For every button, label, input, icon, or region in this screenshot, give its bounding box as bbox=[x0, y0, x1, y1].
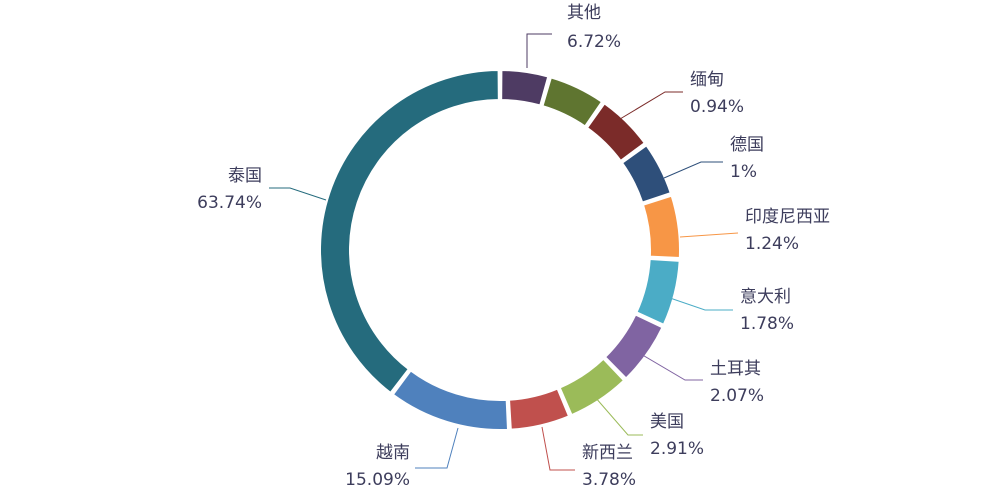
donut-slice-1 bbox=[541, 76, 604, 128]
donut-slice-3 bbox=[620, 143, 673, 204]
slice-category-label-9: 泰国 bbox=[228, 166, 262, 186]
slice-category-label-2: 德国 bbox=[730, 135, 764, 155]
leader-line-4 bbox=[669, 297, 733, 311]
slice-value-label-0: 6.72% bbox=[567, 32, 621, 52]
slice-category-label-6: 美国 bbox=[650, 412, 684, 432]
slice-category-label-5: 土耳其 bbox=[710, 359, 761, 379]
leader-line-9 bbox=[269, 187, 327, 201]
leader-line-8 bbox=[415, 427, 459, 469]
donut-slice-10 bbox=[319, 68, 500, 395]
slice-category-label-4: 意大利 bbox=[740, 287, 791, 307]
leader-line-1 bbox=[619, 91, 683, 120]
slice-value-label-5: 2.07% bbox=[710, 386, 764, 406]
donut-slice-0 bbox=[500, 68, 550, 107]
donut-slice-8 bbox=[507, 387, 571, 431]
slice-value-label-1: 0.94% bbox=[690, 97, 744, 117]
leader-line-2 bbox=[663, 161, 723, 179]
slice-category-label-3: 印度尼西亚 bbox=[745, 207, 830, 227]
donut-slice-5 bbox=[635, 257, 681, 327]
slice-category-label-8: 越南 bbox=[376, 443, 410, 463]
slice-category-label-1: 缅甸 bbox=[690, 70, 724, 90]
donut-slice-7 bbox=[558, 357, 626, 417]
slice-category-label-0: 其他 bbox=[567, 3, 601, 23]
slice-value-label-6: 2.91% bbox=[650, 439, 704, 459]
leader-line-7 bbox=[541, 426, 575, 471]
leader-line-3 bbox=[679, 232, 739, 238]
slice-value-label-2: 1% bbox=[730, 162, 757, 182]
donut-slice-2 bbox=[585, 101, 647, 163]
leader-line-6 bbox=[594, 396, 643, 436]
slice-value-label-4: 1.78% bbox=[740, 314, 794, 334]
slice-value-label-3: 1.24% bbox=[745, 234, 799, 254]
leader-line-5 bbox=[633, 349, 703, 381]
donut-slice-4 bbox=[641, 194, 681, 260]
slice-value-label-8: 15.09% bbox=[345, 470, 410, 490]
leader-lines bbox=[269, 33, 739, 471]
slice-category-label-7: 新西兰 bbox=[582, 443, 633, 463]
slice-value-label-9: 63.74% bbox=[197, 193, 262, 213]
slice-value-label-7: 3.78% bbox=[582, 470, 636, 490]
leader-line-0 bbox=[526, 33, 552, 68]
data-labels: 其他 6.72% 缅甸 0.94% 德国 1% 印度尼西亚 1.24% 意大利 1.78% 土耳其 2… bbox=[197, 3, 830, 490]
donut-slice-9 bbox=[391, 369, 510, 431]
donut-slice-6 bbox=[603, 313, 664, 380]
donut-slices bbox=[319, 68, 681, 431]
